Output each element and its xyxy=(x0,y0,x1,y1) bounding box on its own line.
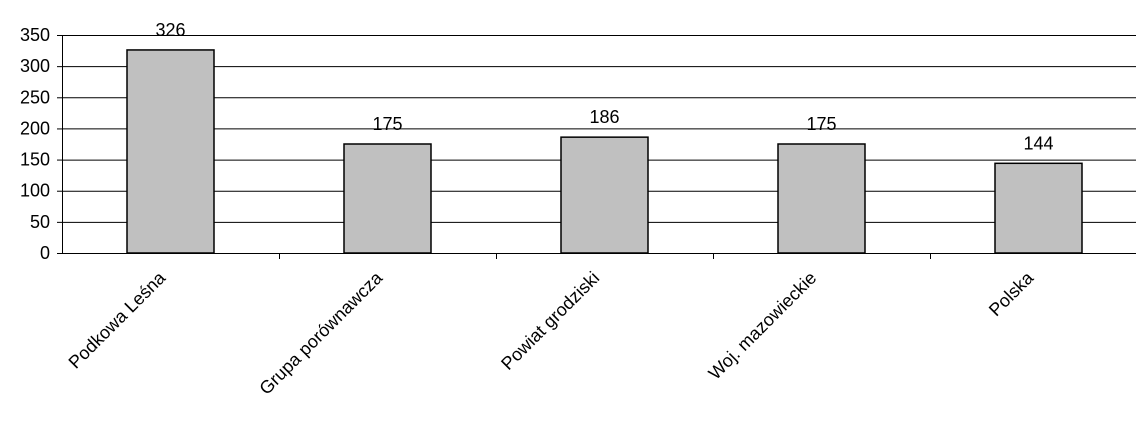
data-label: 186 xyxy=(589,107,619,127)
data-label: 175 xyxy=(806,114,836,134)
category-labels: Podkowa Leśna Grupa porównawcza Powiat gro… xyxy=(65,267,1038,399)
y-tick-labels: 0 50 100 150 200 250 300 350 xyxy=(20,25,50,263)
category-label: Grupa porównawcza xyxy=(255,267,387,399)
y-tick-label: 150 xyxy=(20,150,50,170)
data-labels: 326 175 186 175 144 xyxy=(155,20,1053,153)
y-tick-label: 250 xyxy=(20,87,50,107)
data-label: 175 xyxy=(372,114,402,134)
bar xyxy=(994,162,1083,254)
y-tick-label: 100 xyxy=(20,181,50,201)
bars xyxy=(126,49,1083,254)
category-label: Powiat grodziski xyxy=(497,268,603,374)
y-tick-label: 200 xyxy=(20,118,50,138)
y-tick-label: 50 xyxy=(30,212,50,232)
y-tick-label: 300 xyxy=(20,56,50,76)
data-label: 144 xyxy=(1023,133,1053,153)
data-label: 326 xyxy=(155,20,185,40)
category-label: Polska xyxy=(985,267,1038,320)
category-label: Woj. mazowieckie xyxy=(705,268,821,384)
bar xyxy=(126,49,215,254)
category-label: Podkowa Leśna xyxy=(65,267,170,372)
y-tick-label: 350 xyxy=(20,25,50,45)
bar xyxy=(343,143,432,254)
bar xyxy=(777,143,866,254)
y-tick-label: 0 xyxy=(40,243,50,263)
bar xyxy=(560,136,649,254)
